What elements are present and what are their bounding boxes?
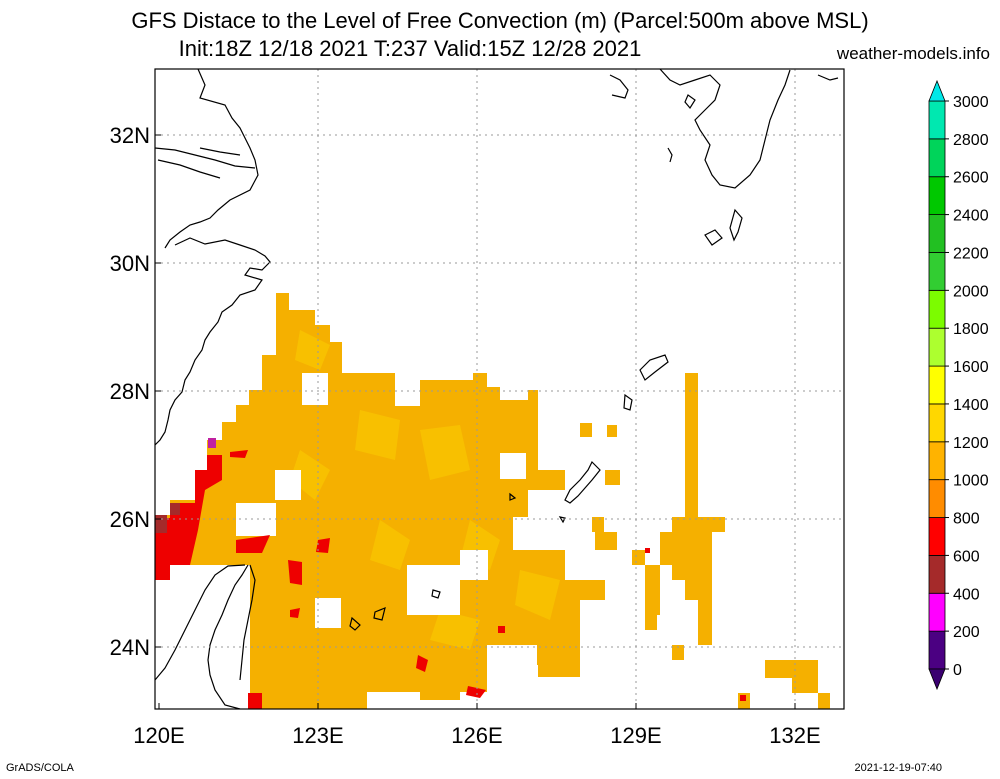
colorbar-under-arrow xyxy=(928,668,946,691)
site-label: weather-models.info xyxy=(836,44,990,63)
tick-label-lat: 24N xyxy=(110,635,150,660)
lfc-field-brown xyxy=(155,515,167,533)
colorbar-bin xyxy=(928,592,946,632)
coast-taiwan-west xyxy=(155,564,246,681)
lfc-field-red-east xyxy=(645,548,650,553)
colorbar-over-arrow xyxy=(928,79,946,102)
colorbar-label: 400 xyxy=(953,586,980,603)
colorbar-bin xyxy=(928,289,946,329)
colorbar-label: 800 xyxy=(953,511,980,528)
colorbar-bin xyxy=(928,517,946,556)
chart-title: GFS Distace to the Level of Free Convect… xyxy=(131,8,869,33)
coast-china xyxy=(155,69,271,446)
colorbar-label: 3000 xyxy=(953,94,989,111)
tick-label-lon: 120E xyxy=(133,723,184,748)
colorbar-bin xyxy=(928,327,946,367)
colorbar-label: 200 xyxy=(953,624,980,641)
colorbar-label: 2000 xyxy=(953,283,989,300)
lfc-field-brown-2 xyxy=(170,503,180,515)
lfc-field-red xyxy=(155,450,505,709)
colorbar-bin xyxy=(928,176,946,216)
colorbar-bin xyxy=(928,100,946,140)
colorbar-bin xyxy=(928,479,946,518)
tick-label-lat: 32N xyxy=(110,123,150,148)
lfc-field-main xyxy=(155,293,605,709)
colorbar-label: 2200 xyxy=(953,245,989,262)
lfc-field-magenta xyxy=(208,438,216,448)
colorbar-label: 1200 xyxy=(953,435,989,452)
tick-label-lon: 123E xyxy=(292,723,343,748)
colorbar-label: 2800 xyxy=(953,132,989,149)
colorbar-label: 0 xyxy=(953,662,962,679)
colorbar-label: 1600 xyxy=(953,359,989,376)
tick-label-lat: 28N xyxy=(110,379,150,404)
colorbar-label: 2400 xyxy=(953,208,989,225)
colorbar-label: 1000 xyxy=(953,473,989,490)
colorbar-bin xyxy=(928,365,946,405)
colorbar-bin xyxy=(928,441,946,481)
colorbar-bin xyxy=(928,138,946,178)
colorbar-label: 600 xyxy=(953,548,980,565)
colorbar-label: 1800 xyxy=(953,321,989,338)
tick-label-lat: 30N xyxy=(110,251,150,276)
map-grid xyxy=(155,69,844,709)
colorbar-bin xyxy=(928,214,946,253)
tick-label-lon: 126E xyxy=(451,723,502,748)
footer-software: GrADS/COLA xyxy=(6,762,74,774)
tick-label-lon: 132E xyxy=(769,723,820,748)
colorbar-bin xyxy=(928,252,946,291)
colorbar: 0 200 400 600 800 1000 1200 1400 1600 1800 2000 220… xyxy=(928,79,989,691)
lfc-field-light xyxy=(290,330,560,650)
coast-japan xyxy=(609,69,839,246)
map-frame xyxy=(154,68,845,710)
colorbar-bin xyxy=(928,630,946,670)
colorbar-bin xyxy=(928,555,946,594)
footer-timestamp: 2021-12-19-07:40 xyxy=(854,762,942,774)
tick-label-lat: 26N xyxy=(110,507,150,532)
coast-taiwan xyxy=(207,564,256,709)
coast-yangtze xyxy=(155,147,256,179)
tick-label-lon: 129E xyxy=(610,723,661,748)
colorbar-label: 2600 xyxy=(953,170,989,187)
lfc-field-red-east-2 xyxy=(740,695,746,701)
colorbar-bin xyxy=(928,403,946,443)
lfc-field xyxy=(155,293,830,709)
coastlines xyxy=(155,69,839,709)
lfc-field-east xyxy=(580,373,830,709)
map-axis-ticks: 120E 123E 126E 129E 132E 24N 26N 28N 30N 32N xyxy=(110,123,821,748)
chart-subtitle: Init:18Z 12/18 2021 T:237 Valid:15Z 12/2… xyxy=(178,36,642,61)
coast-ryukyu xyxy=(349,354,669,631)
colorbar-label: 1400 xyxy=(953,397,989,414)
